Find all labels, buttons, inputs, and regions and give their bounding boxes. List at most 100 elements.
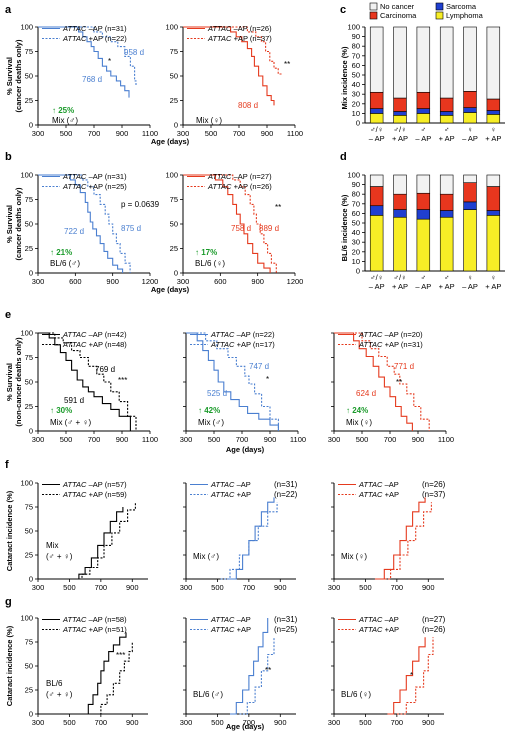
annotation: Mix (♀) bbox=[196, 116, 222, 125]
bar-segment-carcinoma bbox=[463, 182, 477, 203]
legend-entry: ATTAC –AP (n=42) bbox=[62, 330, 127, 339]
annotation: ** bbox=[284, 60, 290, 69]
legend-entry: ATTAC +AP (n=51) bbox=[62, 625, 127, 634]
series-line-1 bbox=[220, 502, 278, 580]
y-tick-label: 100 bbox=[347, 23, 360, 32]
bar-segment-no-cancer bbox=[369, 26, 384, 93]
x-tick-label: 1100 bbox=[290, 435, 306, 444]
y-tick-label: 70 bbox=[352, 199, 360, 208]
annotation: p = 0.0639 bbox=[121, 200, 160, 209]
bar-segment-lymphoma bbox=[486, 215, 501, 272]
series-line-1 bbox=[186, 332, 279, 431]
y-tick-label: 25 bbox=[170, 96, 178, 105]
annotation: 771 d bbox=[394, 362, 414, 371]
y-axis-title: BL/6 incidence (%) bbox=[340, 194, 349, 261]
annotation: Mix (♀) bbox=[341, 552, 367, 561]
y-tick-label: 50 bbox=[25, 527, 33, 536]
annotation: 624 d bbox=[356, 389, 376, 398]
bar-segment-carcinoma bbox=[463, 91, 477, 108]
annotation: 758 d bbox=[231, 224, 251, 233]
legend-entry: ATTAC +AP (n=37) bbox=[207, 34, 272, 43]
bar-segment-sarcoma bbox=[369, 205, 384, 216]
x-tick-label: 900 bbox=[261, 129, 274, 138]
y-tick-label: 0 bbox=[29, 269, 33, 278]
legend-entry: ATTAC +AP (n=17) bbox=[210, 340, 275, 349]
x-tick-label: 700 bbox=[88, 129, 101, 138]
y-tick-label: 20 bbox=[352, 247, 360, 256]
bar-segment-lymphoma bbox=[463, 209, 477, 272]
annotation: 768 d bbox=[82, 75, 102, 84]
legend-entry: ATTAC +AP (n=48) bbox=[62, 340, 127, 349]
panel-label-c: c bbox=[340, 4, 346, 16]
y-tick-label: 25 bbox=[25, 96, 33, 105]
x-tick-label: 700 bbox=[95, 583, 108, 592]
legend-entry: ATTAC –AP (n=22) bbox=[210, 330, 275, 339]
annotation: ** bbox=[396, 378, 402, 387]
annotation: (♂ + ♀) bbox=[46, 690, 73, 699]
legend-entry: Lymphoma bbox=[446, 11, 484, 20]
y-tick-label: 0 bbox=[29, 121, 33, 130]
x-tick-label: 500 bbox=[211, 583, 224, 592]
category-label-ap: – AP bbox=[415, 134, 431, 143]
annotation: Mix (♀) bbox=[346, 418, 372, 427]
series-line-1 bbox=[38, 174, 131, 273]
bar-segment-no-cancer bbox=[393, 26, 407, 99]
annotation: Mix (♂) bbox=[193, 552, 219, 561]
annotation: *** bbox=[116, 651, 125, 660]
annotation: (n=31) bbox=[274, 615, 298, 624]
legend-entry: No cancer bbox=[380, 2, 415, 11]
category-label-ap: + AP bbox=[485, 282, 501, 291]
x-tick-label: 600 bbox=[214, 277, 227, 286]
y-tick-label: 100 bbox=[165, 23, 178, 32]
annotation: *** bbox=[118, 376, 127, 385]
y-axis-title-sub: (cancer deaths only) bbox=[14, 39, 23, 112]
category-label-ap: – AP bbox=[462, 282, 478, 291]
y-tick-label: 50 bbox=[25, 72, 33, 81]
legend-entry: ATTAC +AP (n=59) bbox=[62, 490, 127, 499]
bar-segment-lymphoma bbox=[439, 115, 454, 124]
annotation: BL/6 (♀) bbox=[195, 259, 225, 268]
y-tick-label: 25 bbox=[170, 244, 178, 253]
x-tick-label: 300 bbox=[328, 435, 341, 444]
x-tick-label: 300 bbox=[328, 718, 341, 727]
legend-entry: Carcinoma bbox=[380, 11, 417, 20]
series-line-1 bbox=[38, 26, 137, 86]
category-label-ap: – AP bbox=[369, 134, 385, 143]
y-tick-label: 0 bbox=[29, 575, 33, 584]
bar-segment-no-cancer bbox=[486, 26, 501, 100]
y-tick-label: 75 bbox=[25, 47, 33, 56]
x-tick-label: 900 bbox=[412, 435, 425, 444]
y-tick-label: 75 bbox=[25, 353, 33, 362]
bar-segment-carcinoma bbox=[393, 193, 407, 210]
x-tick-label: 700 bbox=[88, 435, 101, 444]
panel-label-e: e bbox=[5, 309, 11, 321]
bar-segment-lymphoma bbox=[393, 216, 407, 272]
series-line-1 bbox=[183, 174, 277, 273]
bar-segment-lymphoma bbox=[416, 218, 431, 272]
x-tick-label: 500 bbox=[63, 583, 76, 592]
x-tick-label: 900 bbox=[251, 277, 264, 286]
category-label-ap: + AP bbox=[392, 282, 408, 291]
legend-entry: ATTAC –AP bbox=[358, 615, 399, 624]
annotation: (n=26) bbox=[422, 625, 446, 634]
x-tick-label: 900 bbox=[106, 277, 119, 286]
annotation: Mix (♂ + ♀) bbox=[50, 418, 91, 427]
annotation: ↑ 25% bbox=[52, 106, 74, 115]
x-tick-label: 500 bbox=[60, 435, 73, 444]
bar-segment-sarcoma bbox=[416, 108, 431, 114]
category-label-ap: + AP bbox=[485, 134, 501, 143]
bar-segment-sarcoma bbox=[486, 110, 501, 115]
bar-segment-carcinoma bbox=[439, 193, 454, 211]
category-label-ap: – AP bbox=[462, 134, 478, 143]
y-tick-label: 70 bbox=[352, 51, 360, 60]
bar-segment-carcinoma bbox=[416, 192, 431, 210]
bar-segment-lymphoma bbox=[439, 216, 454, 272]
bar-segment-no-cancer bbox=[439, 174, 454, 195]
category-label-sex: ♀ bbox=[491, 125, 497, 134]
annotation: ↑ 24% bbox=[346, 406, 368, 415]
annotation: (n=22) bbox=[274, 490, 298, 499]
y-tick-label: 75 bbox=[25, 503, 33, 512]
y-tick-label: 80 bbox=[352, 190, 360, 199]
series-line-0 bbox=[387, 637, 426, 715]
annotation: * bbox=[410, 671, 413, 680]
